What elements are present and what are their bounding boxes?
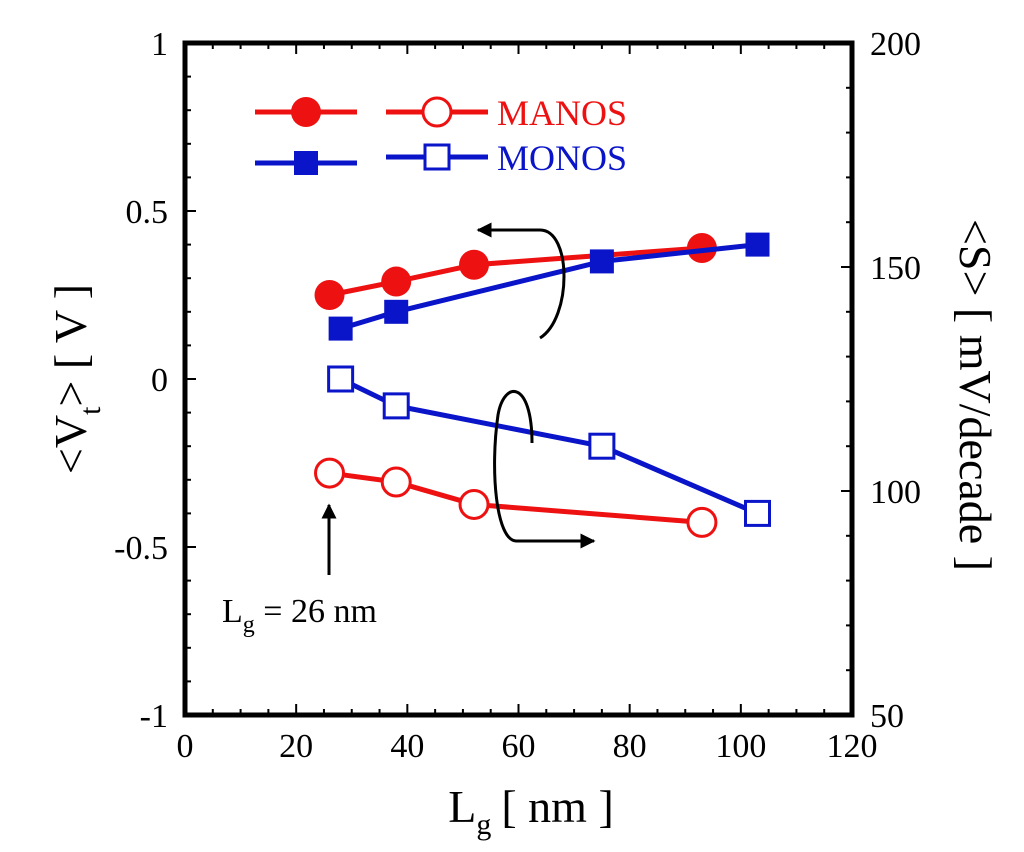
data-point-monos-s xyxy=(382,392,410,420)
data-point-manos-s xyxy=(458,488,490,520)
data-point-manos-s xyxy=(380,466,412,498)
x-axis-title: Lg [ nm ] xyxy=(448,781,614,841)
data-point-monos-v-t xyxy=(384,299,409,324)
x-axis-title-unit: [ nm ] xyxy=(501,781,613,832)
legend: MANOS MONOS xyxy=(255,93,627,178)
y-left-tick-label: 1 xyxy=(151,26,168,63)
x-axis-title-sub: g xyxy=(476,808,491,841)
y-left-tick-label: 0 xyxy=(151,362,168,399)
y-left-tick-label: 0.5 xyxy=(126,194,169,231)
data-point-monos-v-t xyxy=(328,316,353,341)
y-left-axis-title-rest: > [ V ] xyxy=(45,284,96,407)
legend-manos-filled-marker xyxy=(291,97,321,127)
data-point-manos-v-t xyxy=(381,266,412,297)
y-left-tick-label: -1 xyxy=(140,698,168,735)
y-right-tick-label: 100 xyxy=(870,474,921,511)
legend-monos-filled-marker xyxy=(294,151,318,175)
y-left-axis-title-sub: t xyxy=(74,406,107,415)
x-axis-title-main: L xyxy=(448,781,476,832)
y-left-tick-label: -0.5 xyxy=(114,530,168,567)
legend-manos-open-marker xyxy=(421,96,453,128)
annotation-label: Lg = 26 nm xyxy=(222,593,377,638)
series-line-manos-s xyxy=(329,470,703,525)
series-line-monos-v-t xyxy=(339,242,758,331)
y-left-axis-title-main: <V xyxy=(45,415,96,474)
y-right-tick-label: 150 xyxy=(870,250,921,287)
data-point-manos-s xyxy=(314,457,346,489)
legend-monos-open-marker xyxy=(423,143,451,171)
y-right-axis-title: <S> [ mV/decade ] xyxy=(950,219,1001,571)
series xyxy=(314,232,772,538)
right-axis-indicator-arrow xyxy=(493,390,596,549)
x-tick-label: 120 xyxy=(827,728,878,765)
left-axis-indicator-arrow xyxy=(476,222,566,340)
x-tick-label: 100 xyxy=(715,728,766,765)
annotation-rest: = 26 nm xyxy=(255,593,377,630)
data-point-manos-v-t xyxy=(459,249,490,280)
data-point-monos-v-t xyxy=(745,232,770,257)
x-tick-label: 20 xyxy=(279,728,313,765)
x-tick-label: 40 xyxy=(390,728,424,765)
legend-monos-label: MONOS xyxy=(497,138,627,178)
data-point-monos-v-t xyxy=(589,249,614,274)
y-left-axis-title: <Vt> [ V ] xyxy=(45,284,107,474)
data-point-manos-v-t xyxy=(314,280,345,310)
ticks xyxy=(184,42,853,716)
x-tick-label: 0 xyxy=(177,728,194,765)
legend-manos-label: MANOS xyxy=(497,93,627,133)
series-line-manos-v-t xyxy=(329,245,703,298)
data-point-monos-s xyxy=(588,432,616,460)
x-tick-label: 80 xyxy=(613,728,647,765)
data-point-monos-s xyxy=(744,499,772,527)
annotation-main: L xyxy=(222,593,243,630)
data-point-monos-s xyxy=(327,365,355,393)
series-line-monos-s xyxy=(339,376,759,516)
annotation-sub: g xyxy=(243,612,255,638)
y-right-tick-label: 50 xyxy=(870,698,904,735)
x-tick-label: 60 xyxy=(502,728,536,765)
data-point-manos-v-t xyxy=(686,232,717,263)
y-right-tick-label: 200 xyxy=(870,26,921,63)
data-point-manos-s xyxy=(686,506,718,538)
